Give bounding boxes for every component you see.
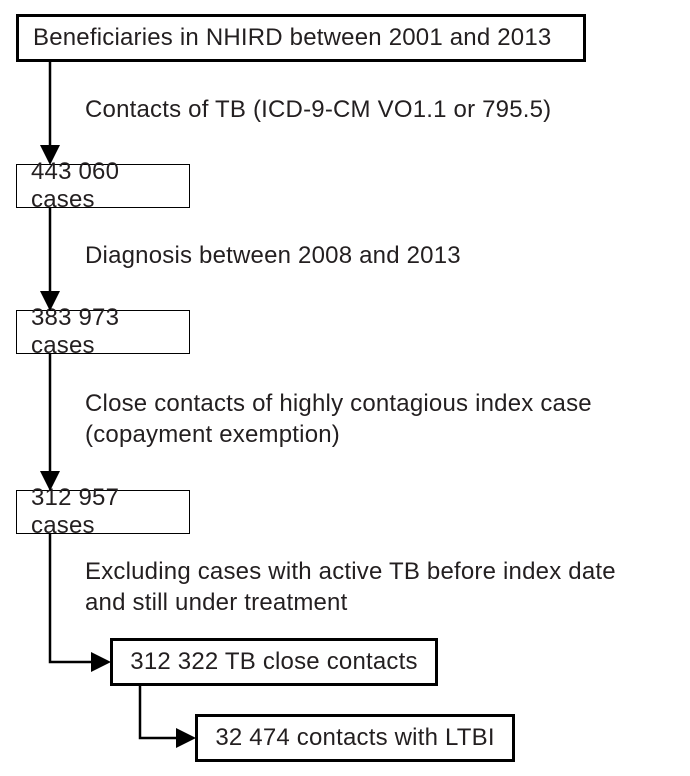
arrow-0: [0, 0, 690, 776]
flowchart: { "flowchart": { "type": "flowchart", "b…: [0, 0, 690, 776]
